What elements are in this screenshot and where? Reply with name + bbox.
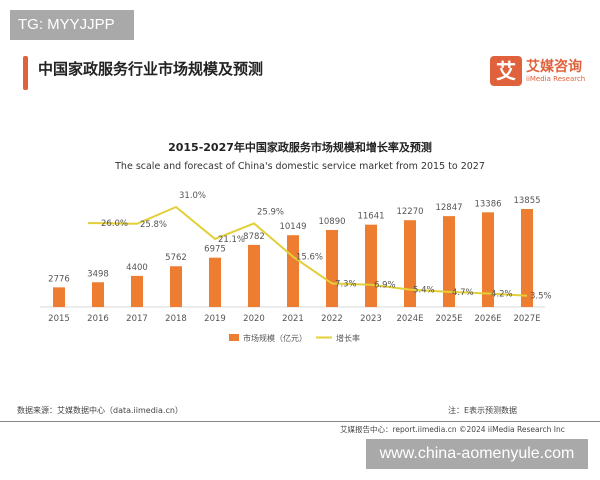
- line-label: 25.8%: [140, 220, 167, 230]
- line-label: 4.2%: [491, 289, 513, 299]
- line-label: 15.6%: [296, 253, 323, 263]
- bar: [365, 224, 377, 307]
- page-title: 中国家政服务行业市场规模及预测: [38, 60, 264, 78]
- bar-label: 13855: [513, 196, 540, 206]
- bar: [92, 282, 104, 307]
- footer: 艾媒报告中心：report.iimedia.cn ©2024 iiMedia R…: [340, 425, 565, 434]
- x-tick-label: 2020: [243, 314, 265, 324]
- line-label: 7.3%: [335, 279, 357, 289]
- x-tick-label: 2024E: [396, 314, 423, 324]
- note: 注：E表示预测数据: [448, 406, 518, 415]
- chart-title: 2015-2027年中国家政服务市场规模和增长率及预测: [168, 141, 432, 154]
- x-tick-label: 2025E: [435, 314, 462, 324]
- logo-mark: 艾: [490, 56, 522, 86]
- x-tick-label: 2026E: [474, 314, 501, 324]
- x-tick-label: 2022: [321, 314, 343, 324]
- legend-label-bar: 市场规模（亿元）: [243, 333, 307, 343]
- bar-label: 12847: [435, 203, 462, 213]
- line-label: 6.9%: [374, 281, 396, 291]
- legend-swatch-bar: [229, 334, 239, 341]
- bar: [131, 275, 143, 307]
- logo-cn: 艾媒咨询: [526, 59, 582, 75]
- x-tick-label: 2023: [360, 314, 382, 324]
- bar: [521, 209, 533, 307]
- legend-label-line: 增长率: [336, 333, 360, 343]
- x-tick-label: 2017: [126, 314, 148, 324]
- bar-label: 10149: [279, 222, 306, 232]
- x-tick-label: 2027E: [513, 314, 540, 324]
- bar: [53, 287, 65, 307]
- line-label: 31.0%: [179, 191, 206, 201]
- bar: [326, 229, 338, 307]
- bar-label: 6975: [204, 245, 226, 255]
- growth-line: [88, 205, 528, 297]
- x-tick-label: 2021: [282, 314, 304, 324]
- bar-label: 3498: [87, 269, 109, 279]
- line-label: 25.9%: [257, 207, 284, 217]
- x-tick-label: 2016: [87, 314, 109, 324]
- x-tick-label: 2015: [48, 314, 70, 324]
- bar-label: 10890: [318, 217, 345, 227]
- bar-label: 13386: [474, 199, 501, 209]
- title-accent: [23, 56, 28, 90]
- logo: 艾 艾媒咨询 iiMedia Research: [490, 56, 600, 90]
- bar-label: 5762: [165, 253, 187, 263]
- bar: [482, 212, 494, 307]
- data-source: 数据来源：艾媒数据中心（data.iimedia.cn）: [17, 406, 183, 415]
- divider: [0, 421, 600, 422]
- line-label: 21.1%: [218, 235, 245, 245]
- x-tick-label: 2019: [204, 314, 226, 324]
- line-label: 3.5%: [530, 292, 552, 302]
- x-tick-label: 2018: [165, 314, 187, 324]
- bar-label: 4400: [126, 263, 148, 273]
- bar-label: 11641: [357, 212, 384, 222]
- bar: [209, 257, 221, 307]
- watermark-top: TG: MYYJJPP: [10, 10, 134, 40]
- bar-label: 8782: [243, 232, 265, 242]
- line-label: 5.4%: [413, 286, 435, 296]
- logo-en: iiMedia Research: [526, 75, 586, 83]
- chart-subtitle: The scale and forecast of China's domest…: [115, 161, 485, 172]
- bar-label: 12270: [396, 207, 423, 217]
- bar: [170, 266, 182, 307]
- line-label: 4.7%: [452, 288, 474, 298]
- line-label: 26.0%: [101, 219, 128, 229]
- bar: [287, 235, 299, 307]
- bar: [443, 216, 455, 307]
- bar: [404, 220, 416, 307]
- bar: [248, 244, 260, 307]
- watermark-bottom: www.china-aomenyule.com: [366, 439, 588, 469]
- bar-label: 2776: [48, 274, 70, 284]
